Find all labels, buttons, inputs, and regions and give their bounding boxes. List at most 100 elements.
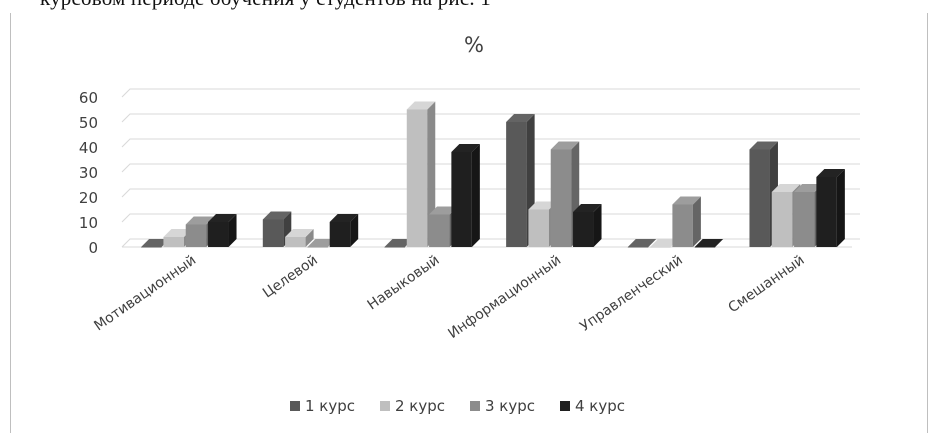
- bar: [451, 144, 480, 247]
- bar-top: [329, 214, 359, 222]
- bar-top: [573, 204, 602, 212]
- bar-front: [163, 237, 184, 247]
- bar: [573, 204, 602, 247]
- chart-frame: [10, 13, 928, 433]
- bar-side: [228, 214, 237, 247]
- gridline: [121, 238, 860, 248]
- y-tick-label: 50: [79, 114, 98, 132]
- x-axis-category-labels: Мотивационный Целевой Навыковый Информацион…: [91, 252, 807, 342]
- bar-top: [262, 211, 292, 220]
- bar-top: [429, 206, 458, 215]
- bar-front: [627, 247, 649, 248]
- x-category-label: Целевой: [260, 252, 321, 301]
- bar-top: [816, 169, 845, 177]
- document-text-line: курсовом периоде обучения у студентов на…: [40, 0, 491, 11]
- bar-side: [471, 144, 480, 247]
- bar-top: [528, 201, 557, 210]
- bar-front: [528, 209, 549, 247]
- bar-top: [406, 101, 436, 110]
- bar-top: [794, 184, 823, 192]
- bar-front: [650, 247, 671, 248]
- bar-top: [141, 239, 170, 247]
- bar-front: [451, 152, 472, 247]
- bar-side: [836, 169, 845, 247]
- bar-top: [163, 229, 192, 237]
- bar-side: [350, 214, 359, 247]
- bar: [694, 239, 724, 248]
- gridlines: [121, 88, 860, 248]
- bar-top: [384, 239, 413, 247]
- bar: [141, 239, 170, 248]
- y-tick-label: 60: [79, 89, 98, 107]
- bar-top: [771, 184, 801, 192]
- y-tick-label: 30: [79, 164, 98, 182]
- gridline: [121, 113, 860, 123]
- legend-swatch: [470, 401, 480, 411]
- bar-front: [794, 192, 815, 247]
- bar: [672, 196, 701, 247]
- gridline: [121, 213, 860, 223]
- bar: [550, 141, 580, 247]
- bar-front: [141, 247, 162, 248]
- y-tick-label: 0: [88, 239, 98, 257]
- bar-front: [329, 222, 351, 247]
- bar-front: [694, 247, 716, 248]
- x-category-label: Управленческий: [577, 252, 686, 335]
- bar-front: [384, 247, 405, 248]
- bar-top: [694, 239, 724, 247]
- bar-side: [692, 196, 701, 247]
- y-axis-tick-labels: 0 10 20 30 40 50 60: [79, 89, 98, 257]
- bar-front: [185, 224, 207, 247]
- gridline: [121, 88, 860, 98]
- bar-top: [627, 239, 657, 247]
- y-tick-label: 20: [79, 189, 98, 207]
- x-category-label: Навыковый: [365, 252, 443, 313]
- bar: [262, 211, 292, 247]
- bar-top: [451, 144, 480, 152]
- bar-front: [573, 212, 594, 247]
- bar-front: [749, 149, 770, 247]
- y-tick-label: 40: [79, 139, 98, 157]
- bar-front: [506, 122, 527, 247]
- legend-swatch: [380, 401, 390, 411]
- chart-title: %: [464, 33, 484, 57]
- legend-entry: 1 курс: [290, 397, 355, 415]
- legend-entry: 2 курс: [380, 397, 445, 415]
- legend-label: 2 курс: [395, 397, 445, 415]
- bar: [384, 239, 413, 248]
- legend-swatch: [290, 401, 300, 411]
- gridline: [121, 138, 860, 148]
- legend-swatch: [560, 401, 570, 411]
- legend-entry: 3 курс: [470, 397, 535, 415]
- bar-front: [208, 222, 229, 247]
- legend-label: 3 курс: [485, 397, 535, 415]
- bar-front: [771, 192, 793, 247]
- x-category-label: Мотивационный: [91, 252, 199, 334]
- y-tick-label: 10: [79, 214, 98, 232]
- legend: 1 курс 2 курс 3 курс 4 курс: [290, 397, 625, 415]
- bar-top: [749, 141, 778, 150]
- bar-top: [208, 214, 237, 222]
- gridline: [121, 188, 860, 198]
- bar: [816, 169, 845, 247]
- bar-side: [305, 229, 314, 247]
- bar-top: [672, 196, 701, 205]
- bar-front: [816, 177, 837, 247]
- bar: [650, 239, 679, 248]
- bar-top: [550, 141, 580, 150]
- legend-label: 4 курс: [575, 397, 625, 415]
- bar: [627, 239, 657, 248]
- bars: [141, 101, 845, 248]
- bar-front: [262, 219, 284, 247]
- bar-top: [650, 239, 679, 247]
- bar: [307, 239, 336, 248]
- x-category-label: Смешанный: [726, 252, 808, 316]
- gridline: [121, 163, 860, 173]
- bar-front: [285, 237, 306, 247]
- bar-front: [429, 214, 450, 247]
- bar-front: [550, 149, 572, 247]
- bar: [208, 214, 237, 247]
- x-category-label: Информационный: [445, 252, 564, 342]
